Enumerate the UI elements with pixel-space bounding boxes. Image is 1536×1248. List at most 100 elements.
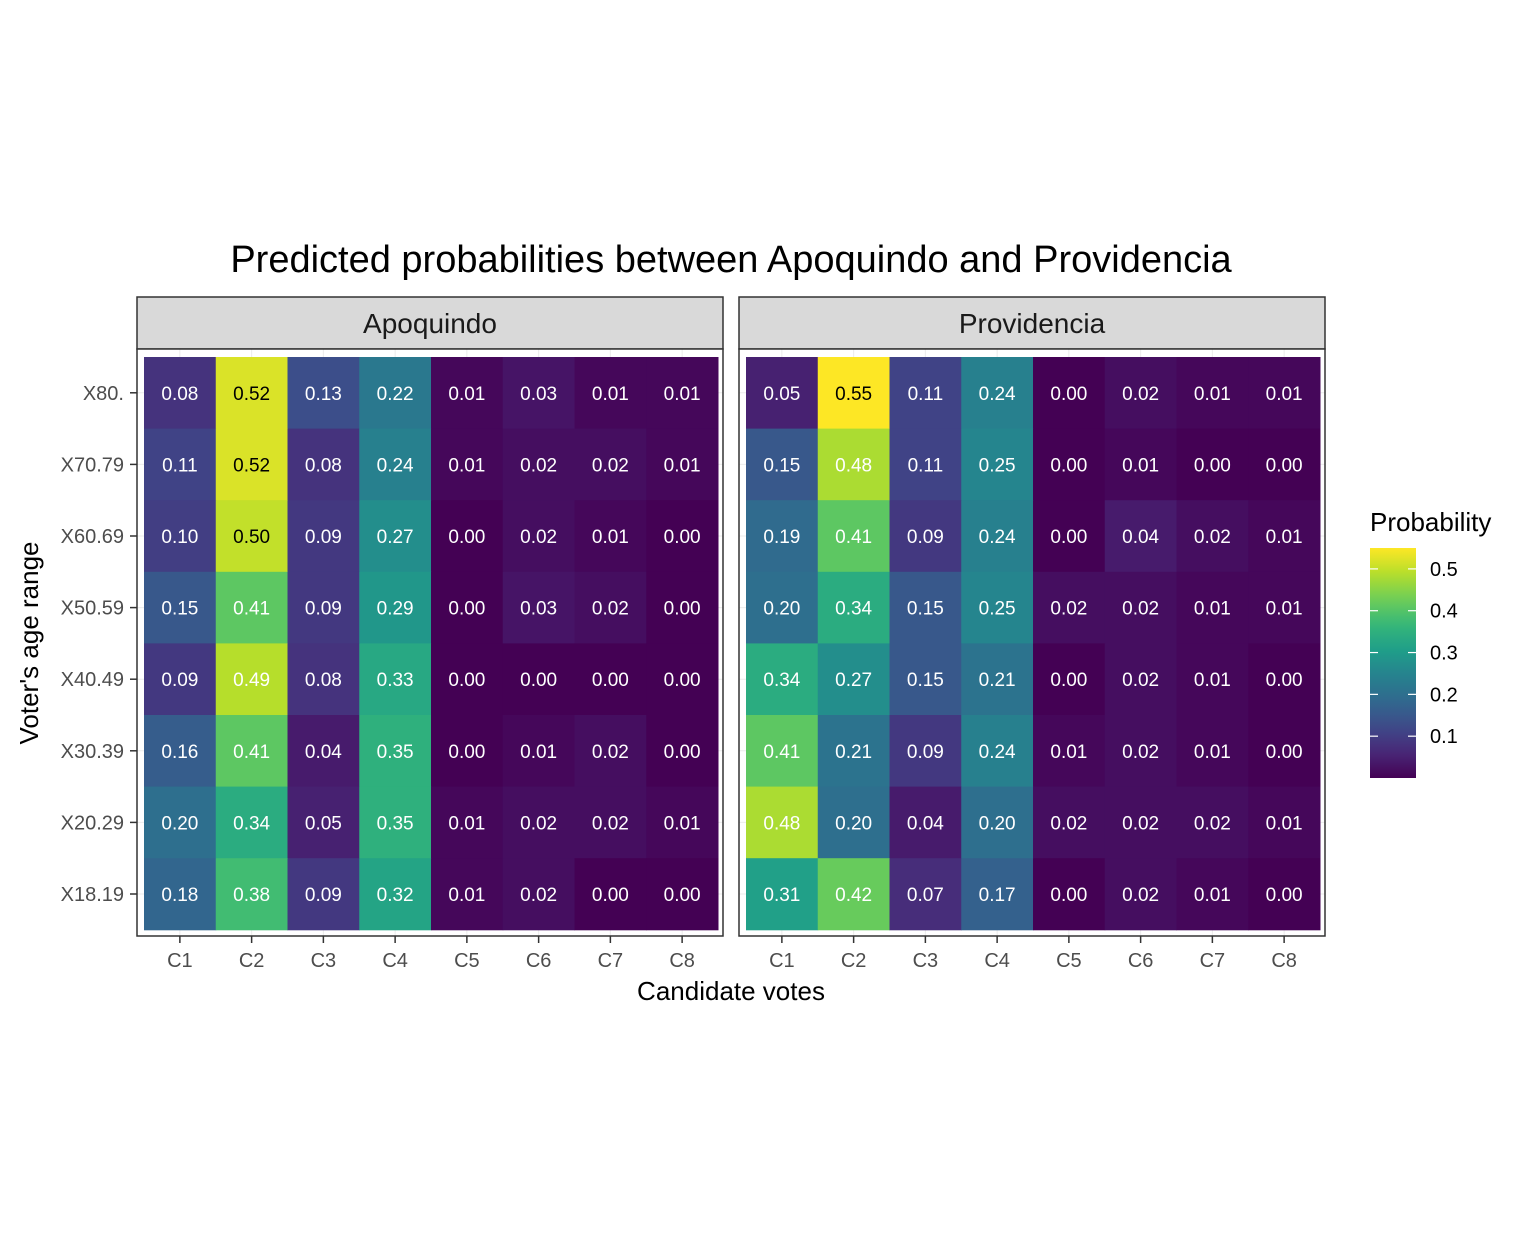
heatmap-cell bbox=[1248, 500, 1321, 573]
heatmap-cell bbox=[746, 500, 819, 573]
heatmap-cell bbox=[1248, 428, 1321, 501]
cell-label: 0.08 bbox=[161, 384, 198, 405]
x-tick-label: C1 bbox=[167, 950, 193, 972]
cell-label: 0.22 bbox=[377, 384, 414, 405]
heatmap-cell bbox=[287, 786, 360, 859]
cell-label: 0.41 bbox=[835, 527, 872, 548]
heatmap-cell bbox=[1176, 428, 1249, 501]
cell-label: 0.01 bbox=[448, 384, 485, 405]
cell-label: 0.00 bbox=[520, 670, 557, 691]
cell-label: 0.24 bbox=[377, 455, 414, 476]
heatmap-cell bbox=[215, 858, 288, 931]
cell-label: 0.02 bbox=[1050, 599, 1087, 620]
cell-label: 0.02 bbox=[1122, 599, 1159, 620]
heatmap-cell bbox=[359, 357, 432, 430]
heatmap-cell bbox=[1033, 571, 1106, 644]
heatmap-cell bbox=[1104, 500, 1177, 573]
x-tick-label: C4 bbox=[984, 950, 1010, 972]
cell-label: 0.00 bbox=[448, 599, 485, 620]
cell-label: 0.25 bbox=[979, 599, 1016, 620]
cell-label: 0.13 bbox=[305, 384, 342, 405]
heatmap-cell bbox=[215, 715, 288, 788]
chart-title: Predicted probabilities between Apoquind… bbox=[230, 239, 1232, 281]
cell-label: 0.52 bbox=[233, 455, 270, 476]
heatmap-cell bbox=[1248, 357, 1321, 430]
heatmap-cell bbox=[889, 643, 962, 716]
cell-label: 0.00 bbox=[1266, 742, 1303, 763]
cell-label: 0.18 bbox=[161, 885, 198, 906]
cell-label: 0.11 bbox=[908, 455, 944, 476]
cell-label: 0.02 bbox=[520, 885, 557, 906]
heatmap-cell bbox=[817, 786, 890, 859]
heatmap-cell bbox=[1176, 571, 1249, 644]
cell-label: 0.00 bbox=[664, 885, 701, 906]
cell-label: 0.34 bbox=[835, 599, 872, 620]
facet-strip bbox=[738, 296, 1326, 350]
facet-strip-label: Providencia bbox=[959, 308, 1106, 339]
x-tick-label: C8 bbox=[669, 950, 695, 972]
cell-label: 0.03 bbox=[520, 599, 557, 620]
heatmap-cell bbox=[359, 643, 432, 716]
heatmap-cell bbox=[215, 786, 288, 859]
heatmap-cell bbox=[1248, 786, 1321, 859]
heatmap-cell bbox=[1104, 858, 1177, 931]
cell-label: 0.19 bbox=[763, 527, 800, 548]
heatmap-cell bbox=[646, 715, 719, 788]
cell-label: 0.20 bbox=[161, 813, 198, 834]
cell-label: 0.20 bbox=[835, 813, 872, 834]
cell-label: 0.05 bbox=[763, 384, 800, 405]
cell-label: 0.02 bbox=[1122, 742, 1159, 763]
cell-label: 0.04 bbox=[907, 813, 944, 834]
cell-label: 0.01 bbox=[448, 885, 485, 906]
cell-label: 0.01 bbox=[1266, 599, 1303, 620]
heatmap-cell bbox=[746, 428, 819, 501]
heatmap-cell bbox=[1248, 643, 1321, 716]
cell-label: 0.00 bbox=[1050, 527, 1087, 548]
heatmap-cell bbox=[1104, 643, 1177, 716]
cell-label: 0.41 bbox=[763, 742, 800, 763]
heatmap-cell bbox=[502, 500, 575, 573]
legend-tick-label: 0.4 bbox=[1430, 601, 1458, 623]
heatmap-cell bbox=[359, 786, 432, 859]
heatmap-cell bbox=[746, 571, 819, 644]
heatmap-cell bbox=[1033, 715, 1106, 788]
cell-label: 0.00 bbox=[1050, 670, 1087, 691]
cell-label: 0.10 bbox=[161, 527, 198, 548]
heatmap-cell bbox=[1033, 428, 1106, 501]
cell-label: 0.00 bbox=[1050, 455, 1087, 476]
heatmap-cell bbox=[144, 571, 217, 644]
heatmap-cell bbox=[287, 715, 360, 788]
legend-colorbar bbox=[1370, 548, 1416, 778]
legend-tick-label: 0.5 bbox=[1430, 559, 1458, 581]
heatmap-cell bbox=[817, 571, 890, 644]
cell-label: 0.00 bbox=[1266, 670, 1303, 691]
heatmap-cell bbox=[646, 858, 719, 931]
heatmap-cell bbox=[1033, 858, 1106, 931]
cell-label: 0.08 bbox=[305, 455, 342, 476]
heatmap-cell bbox=[287, 500, 360, 573]
cell-label: 0.02 bbox=[1194, 813, 1231, 834]
cell-label: 0.09 bbox=[161, 670, 198, 691]
heatmap-cell bbox=[502, 428, 575, 501]
heatmap-cell bbox=[1248, 715, 1321, 788]
y-tick-label: X70.79 bbox=[61, 454, 124, 476]
heatmap-cell bbox=[431, 715, 504, 788]
heatmap-cell bbox=[359, 858, 432, 931]
cell-label: 0.15 bbox=[907, 599, 944, 620]
cell-label: 0.05 bbox=[305, 813, 342, 834]
cell-label: 0.01 bbox=[1194, 742, 1231, 763]
heatmap-cell bbox=[144, 357, 217, 430]
cell-label: 0.00 bbox=[1050, 384, 1087, 405]
cell-label: 0.00 bbox=[664, 742, 701, 763]
heatmap-cell bbox=[1104, 428, 1177, 501]
cell-label: 0.01 bbox=[664, 384, 701, 405]
cell-label: 0.02 bbox=[520, 813, 557, 834]
heatmap-cell bbox=[144, 786, 217, 859]
heatmap-cell bbox=[144, 715, 217, 788]
heatmap-cell bbox=[889, 357, 962, 430]
cell-label: 0.00 bbox=[448, 670, 485, 691]
cell-label: 0.24 bbox=[979, 742, 1016, 763]
cell-label: 0.16 bbox=[161, 742, 198, 763]
heatmap-cell bbox=[1248, 571, 1321, 644]
